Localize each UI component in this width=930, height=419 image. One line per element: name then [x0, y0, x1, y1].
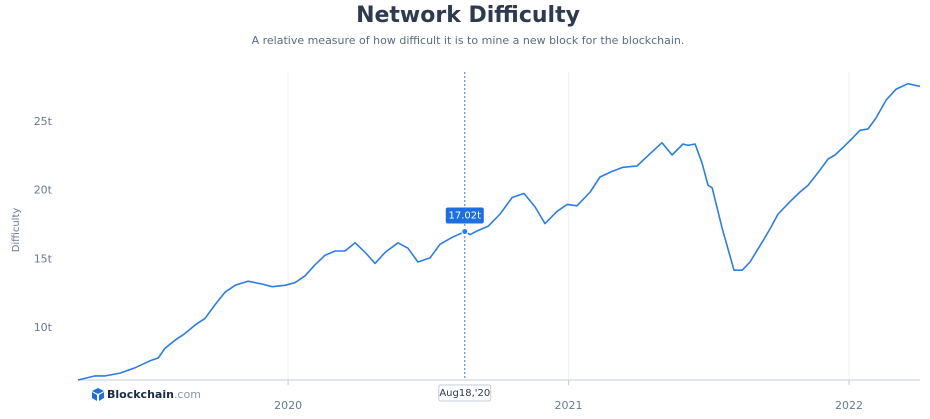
- tooltip-box: [445, 207, 484, 224]
- logo-icon: [92, 388, 104, 401]
- chart-subtitle: A relative measure of how difficult it i…: [252, 34, 685, 47]
- value-tooltip: 17.02t: [445, 207, 484, 224]
- line-series: [77, 82, 921, 381]
- x-tick-label: 2020: [274, 399, 302, 412]
- y-tick-label: 20t: [34, 184, 53, 197]
- tooltip-date: Aug18,'20: [439, 388, 490, 399]
- tooltip-box: [438, 384, 492, 402]
- y-tick-label: 10t: [34, 321, 53, 334]
- brand: Blockchain.com: [107, 388, 201, 401]
- brand-suffix: .com: [174, 388, 201, 401]
- y-tick-label: 15t: [34, 252, 53, 265]
- y-tick-label: 25t: [34, 115, 53, 128]
- hover-point: [461, 228, 469, 236]
- tooltip-value: 17.02t: [449, 211, 482, 222]
- x-tick-label: 2022: [835, 399, 863, 412]
- watermark: Blockchain.com: [92, 388, 201, 401]
- brand-name: Blockchain: [107, 388, 174, 401]
- x-tick-label: 2021: [555, 399, 583, 412]
- chart-title: Network Difficulty: [356, 3, 580, 28]
- date-tooltip: Aug18,'20: [438, 384, 492, 402]
- y-axis-label: Difficulty: [11, 208, 22, 253]
